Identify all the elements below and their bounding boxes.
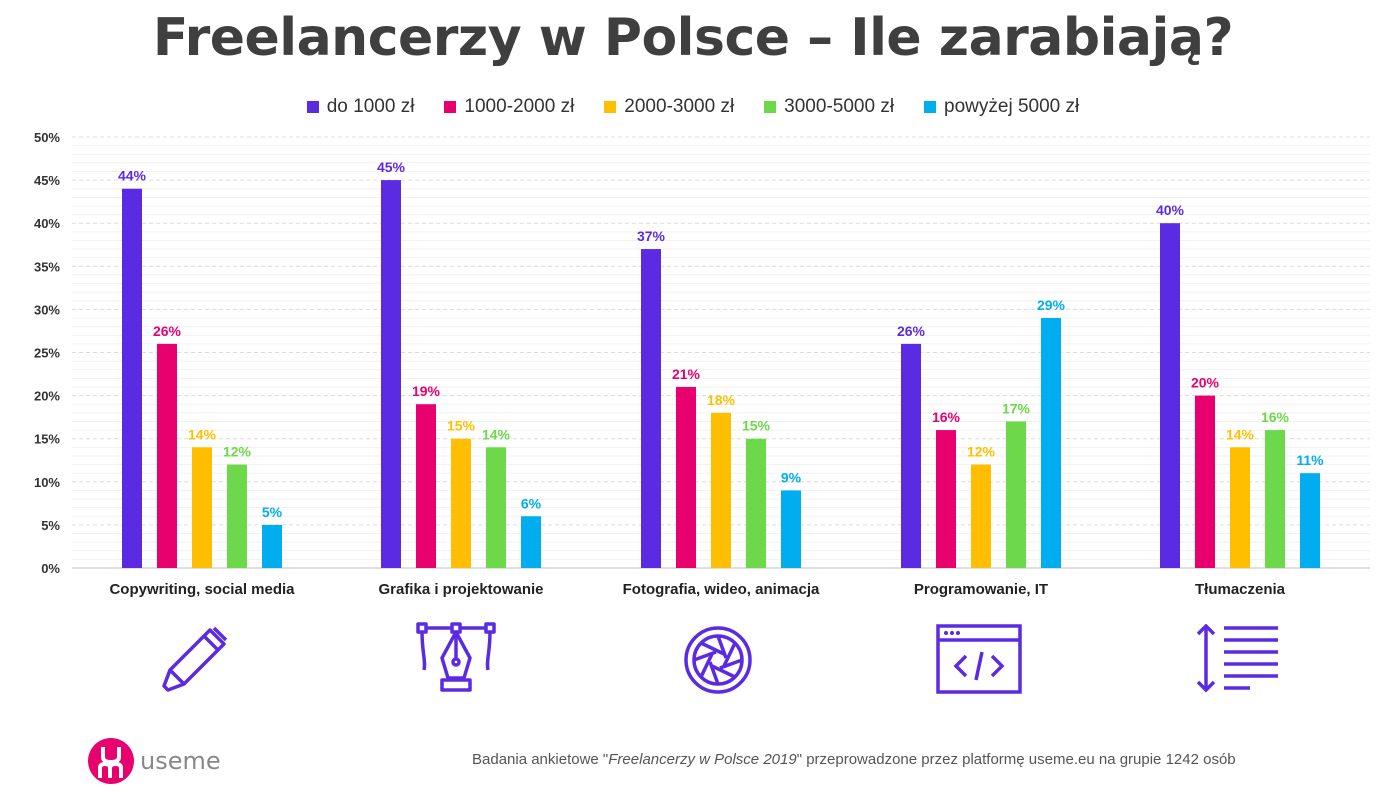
data-label: 14% — [1226, 426, 1255, 442]
y-tick-label: 30% — [34, 302, 60, 317]
pen-icon — [162, 626, 228, 692]
y-tick-label: 35% — [34, 259, 60, 274]
y-tick-label: 0% — [41, 561, 60, 576]
bar — [1006, 421, 1026, 568]
legend-item: 1000-2000 zł — [444, 96, 574, 118]
y-tick-label: 20% — [34, 389, 60, 404]
data-label: 21% — [672, 366, 701, 382]
footer-note-prefix: Badania ankietowe " — [472, 751, 609, 768]
bar — [122, 188, 142, 568]
x-tick-label: Programowanie, IT — [914, 581, 1048, 598]
x-tick-label: Fotografia, wideo, animacja — [623, 581, 820, 598]
data-label: 16% — [1261, 409, 1290, 425]
legend-swatch — [306, 101, 319, 113]
bar — [381, 180, 401, 568]
bar — [971, 464, 991, 568]
data-label: 45% — [377, 159, 406, 175]
y-tick-label: 45% — [34, 173, 60, 188]
bar — [1195, 395, 1215, 568]
footer-note: Badania ankietowe "Freelancerzy w Polsce… — [472, 751, 1236, 768]
data-label: 15% — [447, 418, 476, 434]
data-label: 6% — [521, 495, 542, 511]
legend-label: do 1000 zł — [326, 96, 415, 117]
data-label: 19% — [412, 383, 441, 399]
bar — [451, 438, 471, 568]
bar-chart: 0% 5% 10% 15% 20% 25% 30% 35% 40% 45% 50% 44% 26% 14%… — [34, 130, 1370, 598]
legend-swatch — [764, 101, 777, 113]
data-label: 12% — [967, 444, 996, 460]
data-label: 12% — [223, 444, 252, 460]
legend-label: 3000-5000 zł — [784, 96, 895, 117]
legend-item: powyżej 5000 zł — [924, 96, 1079, 118]
data-label: 29% — [1037, 297, 1066, 313]
legend-item: 3000-5000 zł — [764, 96, 894, 118]
bar — [1041, 318, 1061, 568]
legend-swatch — [604, 101, 617, 113]
bar — [641, 249, 661, 568]
bar — [227, 464, 247, 568]
bar — [1230, 447, 1250, 568]
legend-swatch — [924, 101, 937, 113]
data-label: 15% — [742, 418, 771, 434]
data-label: 14% — [482, 426, 511, 442]
bar — [901, 343, 921, 568]
chart-title: Freelancerzy w Polsce – Ile zarabiają? — [152, 8, 1234, 68]
data-label: 18% — [707, 392, 736, 408]
bar — [936, 430, 956, 568]
data-label: 37% — [637, 228, 666, 244]
y-tick-label: 50% — [34, 130, 60, 145]
data-label: 17% — [1002, 400, 1031, 416]
data-label: 9% — [781, 469, 802, 485]
y-tick-label: 40% — [34, 216, 60, 231]
y-tick-label: 5% — [41, 518, 60, 533]
text-lines-icon — [1196, 624, 1278, 693]
bar — [1160, 223, 1180, 568]
code-window-icon — [936, 624, 1022, 694]
bar — [746, 438, 766, 568]
legend-label: powyżej 5000 zł — [944, 96, 1080, 117]
data-label: 11% — [1296, 452, 1324, 468]
y-tick-label: 25% — [34, 346, 60, 361]
camera-aperture-icon — [684, 626, 752, 694]
legend: do 1000 zł 1000-2000 zł 2000-3000 zł 3000-5… — [0, 96, 1386, 118]
logo-text: useme — [140, 747, 221, 775]
legend-item: 2000-3000 zł — [604, 96, 734, 118]
footer-note-title: Freelancerzy w Polsce 2019 — [608, 751, 797, 768]
bar — [157, 343, 177, 568]
x-tick-label: Tłumaczenia — [1195, 581, 1286, 598]
logo-mark — [88, 738, 134, 784]
bar — [1265, 430, 1285, 568]
data-label: 44% — [118, 168, 147, 184]
bar — [416, 404, 436, 568]
bar — [676, 386, 696, 568]
bar — [262, 524, 282, 568]
bar — [711, 412, 731, 568]
bar — [486, 447, 506, 568]
data-label: 16% — [932, 409, 961, 425]
legend-swatch — [444, 101, 457, 113]
data-label: 26% — [897, 323, 926, 339]
x-tick-label: Copywriting, social media — [109, 581, 295, 598]
data-label: 40% — [1156, 202, 1185, 218]
data-label: 5% — [262, 504, 283, 520]
legend-label: 1000-2000 zł — [464, 96, 575, 117]
useme-logo: useme — [88, 738, 221, 784]
data-label: 20% — [1191, 375, 1220, 391]
legend-label: 2000-3000 zł — [624, 96, 735, 117]
bar — [521, 516, 541, 568]
pen-tool-icon — [416, 622, 496, 692]
bar — [192, 447, 212, 568]
bar — [781, 490, 801, 568]
y-tick-label: 10% — [34, 475, 60, 490]
footer-note-suffix: " przeprowadzone przez platformę useme.e… — [796, 751, 1236, 768]
legend-item: do 1000 zł — [306, 96, 415, 118]
data-label: 26% — [153, 323, 182, 339]
bar — [1300, 473, 1320, 568]
y-tick-label: 15% — [34, 432, 60, 447]
data-label: 14% — [188, 426, 217, 442]
x-tick-label: Grafika i projektowanie — [378, 581, 543, 598]
